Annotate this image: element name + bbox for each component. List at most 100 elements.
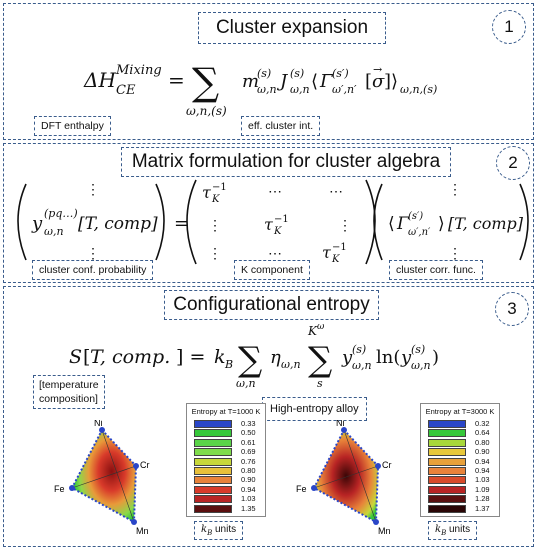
- kb-symbol-right: kB: [435, 524, 447, 537]
- svg-text:∑: ∑: [192, 60, 219, 104]
- legend-swatch: [194, 438, 232, 447]
- tri2-fe: Fe: [296, 484, 307, 494]
- svg-text:−1: −1: [332, 242, 347, 253]
- svg-text:⟨: ⟨: [311, 71, 318, 92]
- svg-text:[: [: [365, 71, 372, 92]
- matrix-equation: ⋮ y (pq…) ω,n [T, comp] ⋮ = τ K −1 ⋯ ⋯ ⋮…: [17, 179, 529, 265]
- svg-text:K: K: [307, 324, 318, 338]
- label-effective-cluster-interaction: eff. cluster int.: [241, 116, 321, 136]
- legend-swatch: [194, 457, 232, 466]
- svg-text:B: B: [224, 358, 233, 371]
- svg-text:⋮: ⋮: [86, 182, 100, 198]
- svg-text:Γ: Γ: [319, 71, 334, 92]
- legend-swatch: [194, 420, 232, 428]
- legend-value: 0.90: [241, 475, 256, 485]
- svg-text:]⟩: ]⟩: [384, 71, 398, 92]
- svg-text:⋯: ⋯: [268, 246, 282, 262]
- legend-value: 0.76: [241, 456, 256, 466]
- svg-text:Γ: Γ: [396, 214, 410, 234]
- legend-swatch: [428, 504, 466, 513]
- svg-text:[T, comp]: [T, comp]: [78, 214, 158, 234]
- legend-value: 0.94: [475, 466, 490, 475]
- svg-text:−1: −1: [212, 182, 227, 193]
- svg-text:Mixing: Mixing: [115, 63, 162, 78]
- legend-value: 0.64: [475, 428, 490, 438]
- legend-swatch: [428, 457, 466, 466]
- svg-text:] =: ] =: [176, 346, 205, 368]
- units-3000k: kB units: [428, 521, 478, 540]
- legend-value: 0.32: [475, 419, 490, 428]
- panel-1-title: Cluster expansion: [198, 12, 386, 44]
- svg-text:⋮: ⋮: [208, 218, 222, 234]
- svg-text:ω′,n′: ω′,n′: [408, 227, 431, 238]
- svg-text:⋮: ⋮: [338, 218, 352, 234]
- legend-swatch: [194, 429, 232, 438]
- legend-1000k-title: Entropy at T=1000 K: [191, 407, 261, 416]
- svg-text:⟨: ⟨: [388, 214, 395, 234]
- legend-swatch: [428, 438, 466, 447]
- panel-1-number: 1: [492, 10, 526, 44]
- legend-value: 0.90: [475, 447, 490, 457]
- svg-text:−1: −1: [274, 214, 289, 225]
- panel-2-number: 2: [496, 146, 530, 180]
- panel-matrix-formulation: Matrix formulation for cluster algebra 2…: [3, 143, 534, 283]
- svg-text:): ): [432, 347, 439, 368]
- panel-cluster-expansion: Cluster expansion 1 ΔH Mixing CE = ∑ ω,n…: [3, 3, 534, 140]
- svg-text:⋮: ⋮: [86, 246, 100, 262]
- svg-text:(s): (s): [411, 343, 425, 356]
- svg-text:ω,n: ω,n: [44, 225, 64, 238]
- svg-text:CE: CE: [116, 83, 136, 98]
- legend-value: 0.69: [241, 447, 256, 457]
- svg-text:=: =: [174, 213, 189, 234]
- svg-text:ω,n: ω,n: [257, 83, 277, 96]
- svg-text:∑: ∑: [238, 340, 262, 380]
- legend-value: 1.28: [475, 494, 490, 504]
- panel-3-number: 3: [495, 292, 529, 326]
- svg-text:ln(: ln(: [376, 347, 400, 368]
- svg-text:[T, comp]: [T, comp]: [448, 214, 524, 233]
- svg-text:K: K: [211, 194, 220, 205]
- svg-text:y: y: [341, 347, 353, 368]
- svg-text:K: K: [331, 254, 340, 265]
- svg-text:s: s: [317, 377, 323, 389]
- svg-text:K: K: [273, 226, 282, 237]
- svg-text:S: S: [69, 346, 82, 368]
- units-left-text: units: [215, 524, 237, 535]
- legend-value: 0.61: [241, 437, 256, 447]
- svg-text:⋮: ⋮: [448, 246, 462, 262]
- svg-text:ω: ω: [317, 322, 325, 332]
- units-1000k: kB units: [194, 521, 244, 540]
- legend-swatch: [428, 467, 466, 475]
- legend-swatch: [428, 448, 466, 457]
- legend-swatch: [194, 504, 232, 513]
- svg-text:η: η: [270, 347, 281, 368]
- svg-text:[: [: [83, 346, 90, 368]
- legend-value: 0.94: [475, 456, 490, 466]
- legend-swatch: [194, 476, 232, 485]
- entropy-equation: S [ T, comp. ] = k B ∑ ω,n η ω,n ∑ K ω s…: [69, 322, 439, 389]
- svg-text:ω,n: ω,n: [281, 358, 301, 371]
- svg-text:⋯: ⋯: [268, 184, 282, 200]
- panel-configurational-entropy: Configurational entropy 3 S [ T, comp. ]…: [3, 286, 534, 547]
- ternary-plot-1000k: Ni Cr Fe Mn: [54, 420, 150, 536]
- legend-value: 1.03: [475, 475, 490, 485]
- svg-text:σ: σ: [372, 71, 385, 92]
- label-composition: composition]: [39, 393, 98, 405]
- svg-text:→: →: [373, 63, 382, 76]
- legend-value: 1.09: [475, 484, 490, 494]
- svg-text:ω,n: ω,n: [236, 377, 256, 389]
- legend-swatch: [428, 420, 466, 428]
- panel-2-title: Matrix formulation for cluster algebra: [121, 147, 451, 177]
- svg-text:ω,n,(s): ω,n,(s): [400, 83, 437, 96]
- svg-text:∑: ∑: [308, 340, 332, 380]
- legend-swatch: [194, 495, 232, 504]
- tri1-ni: Ni: [94, 420, 103, 428]
- legend-value: 0.50: [241, 428, 256, 438]
- legend-value: 0.94: [241, 484, 256, 494]
- svg-text:J: J: [276, 71, 289, 92]
- svg-text:τ: τ: [322, 243, 332, 262]
- svg-text:T, comp.: T, comp.: [90, 346, 170, 368]
- legend-value: 0.33: [241, 419, 256, 428]
- legend-swatch: [194, 448, 232, 457]
- svg-text:⋯: ⋯: [329, 184, 343, 200]
